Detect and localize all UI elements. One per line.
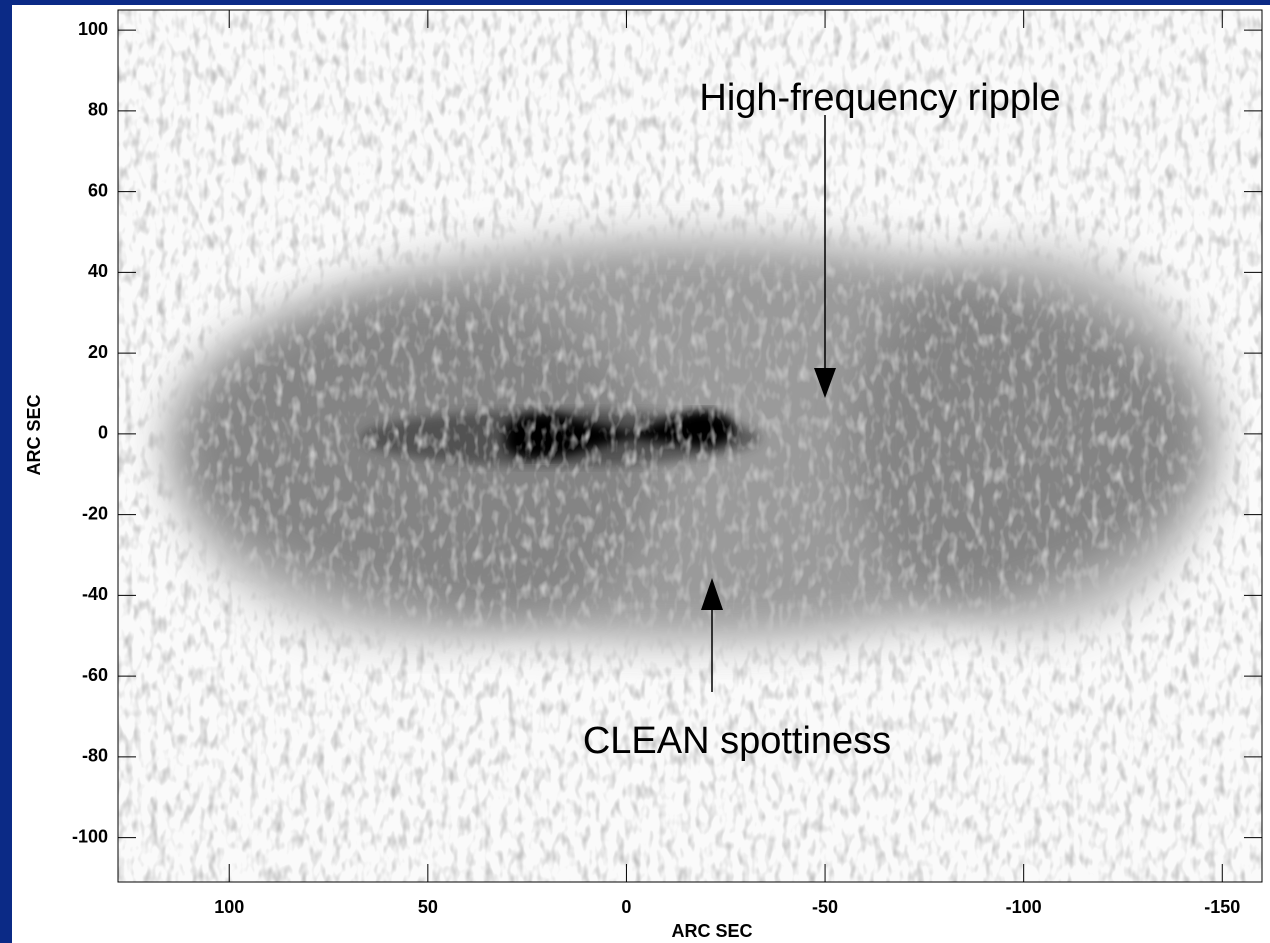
arrow-head [701, 578, 723, 610]
y-tick-label: 60 [88, 180, 108, 200]
x-axis-label: ARC SEC [671, 921, 752, 941]
y-tick-label: -80 [82, 746, 108, 766]
y-tick-label: -40 [82, 584, 108, 604]
x-tick-label: -150 [1204, 897, 1240, 917]
y-tick-label: 40 [88, 261, 108, 281]
x-tick-label: 100 [214, 897, 244, 917]
y-tick-label: 100 [78, 19, 108, 39]
plot-frame [117, 9, 1263, 883]
y-tick-label: -60 [82, 665, 108, 685]
y-tick-label: 20 [88, 342, 108, 362]
y-tick-label: 0 [98, 423, 108, 443]
x-tick-label: -50 [812, 897, 838, 917]
x-tick-label: 0 [621, 897, 631, 917]
x-tick-label: 50 [418, 897, 438, 917]
y-tick-label: -100 [72, 826, 108, 846]
plot-area [117, 9, 1263, 883]
annotation: High-frequency ripple [699, 77, 1060, 119]
y-tick-label: 80 [88, 100, 108, 120]
y-axis-label: ARC SEC [24, 394, 44, 475]
y-tick-label: -20 [82, 503, 108, 523]
image-noise [118, 10, 1262, 882]
arrow-head [814, 368, 836, 398]
annotation: CLEAN spottiness [583, 720, 891, 762]
axes: 100 50 0 -50 -100 -150 100 80 60 40 20 0 -20 -40 -60 -8… [72, 10, 1262, 917]
x-tick-label: -100 [1006, 897, 1042, 917]
